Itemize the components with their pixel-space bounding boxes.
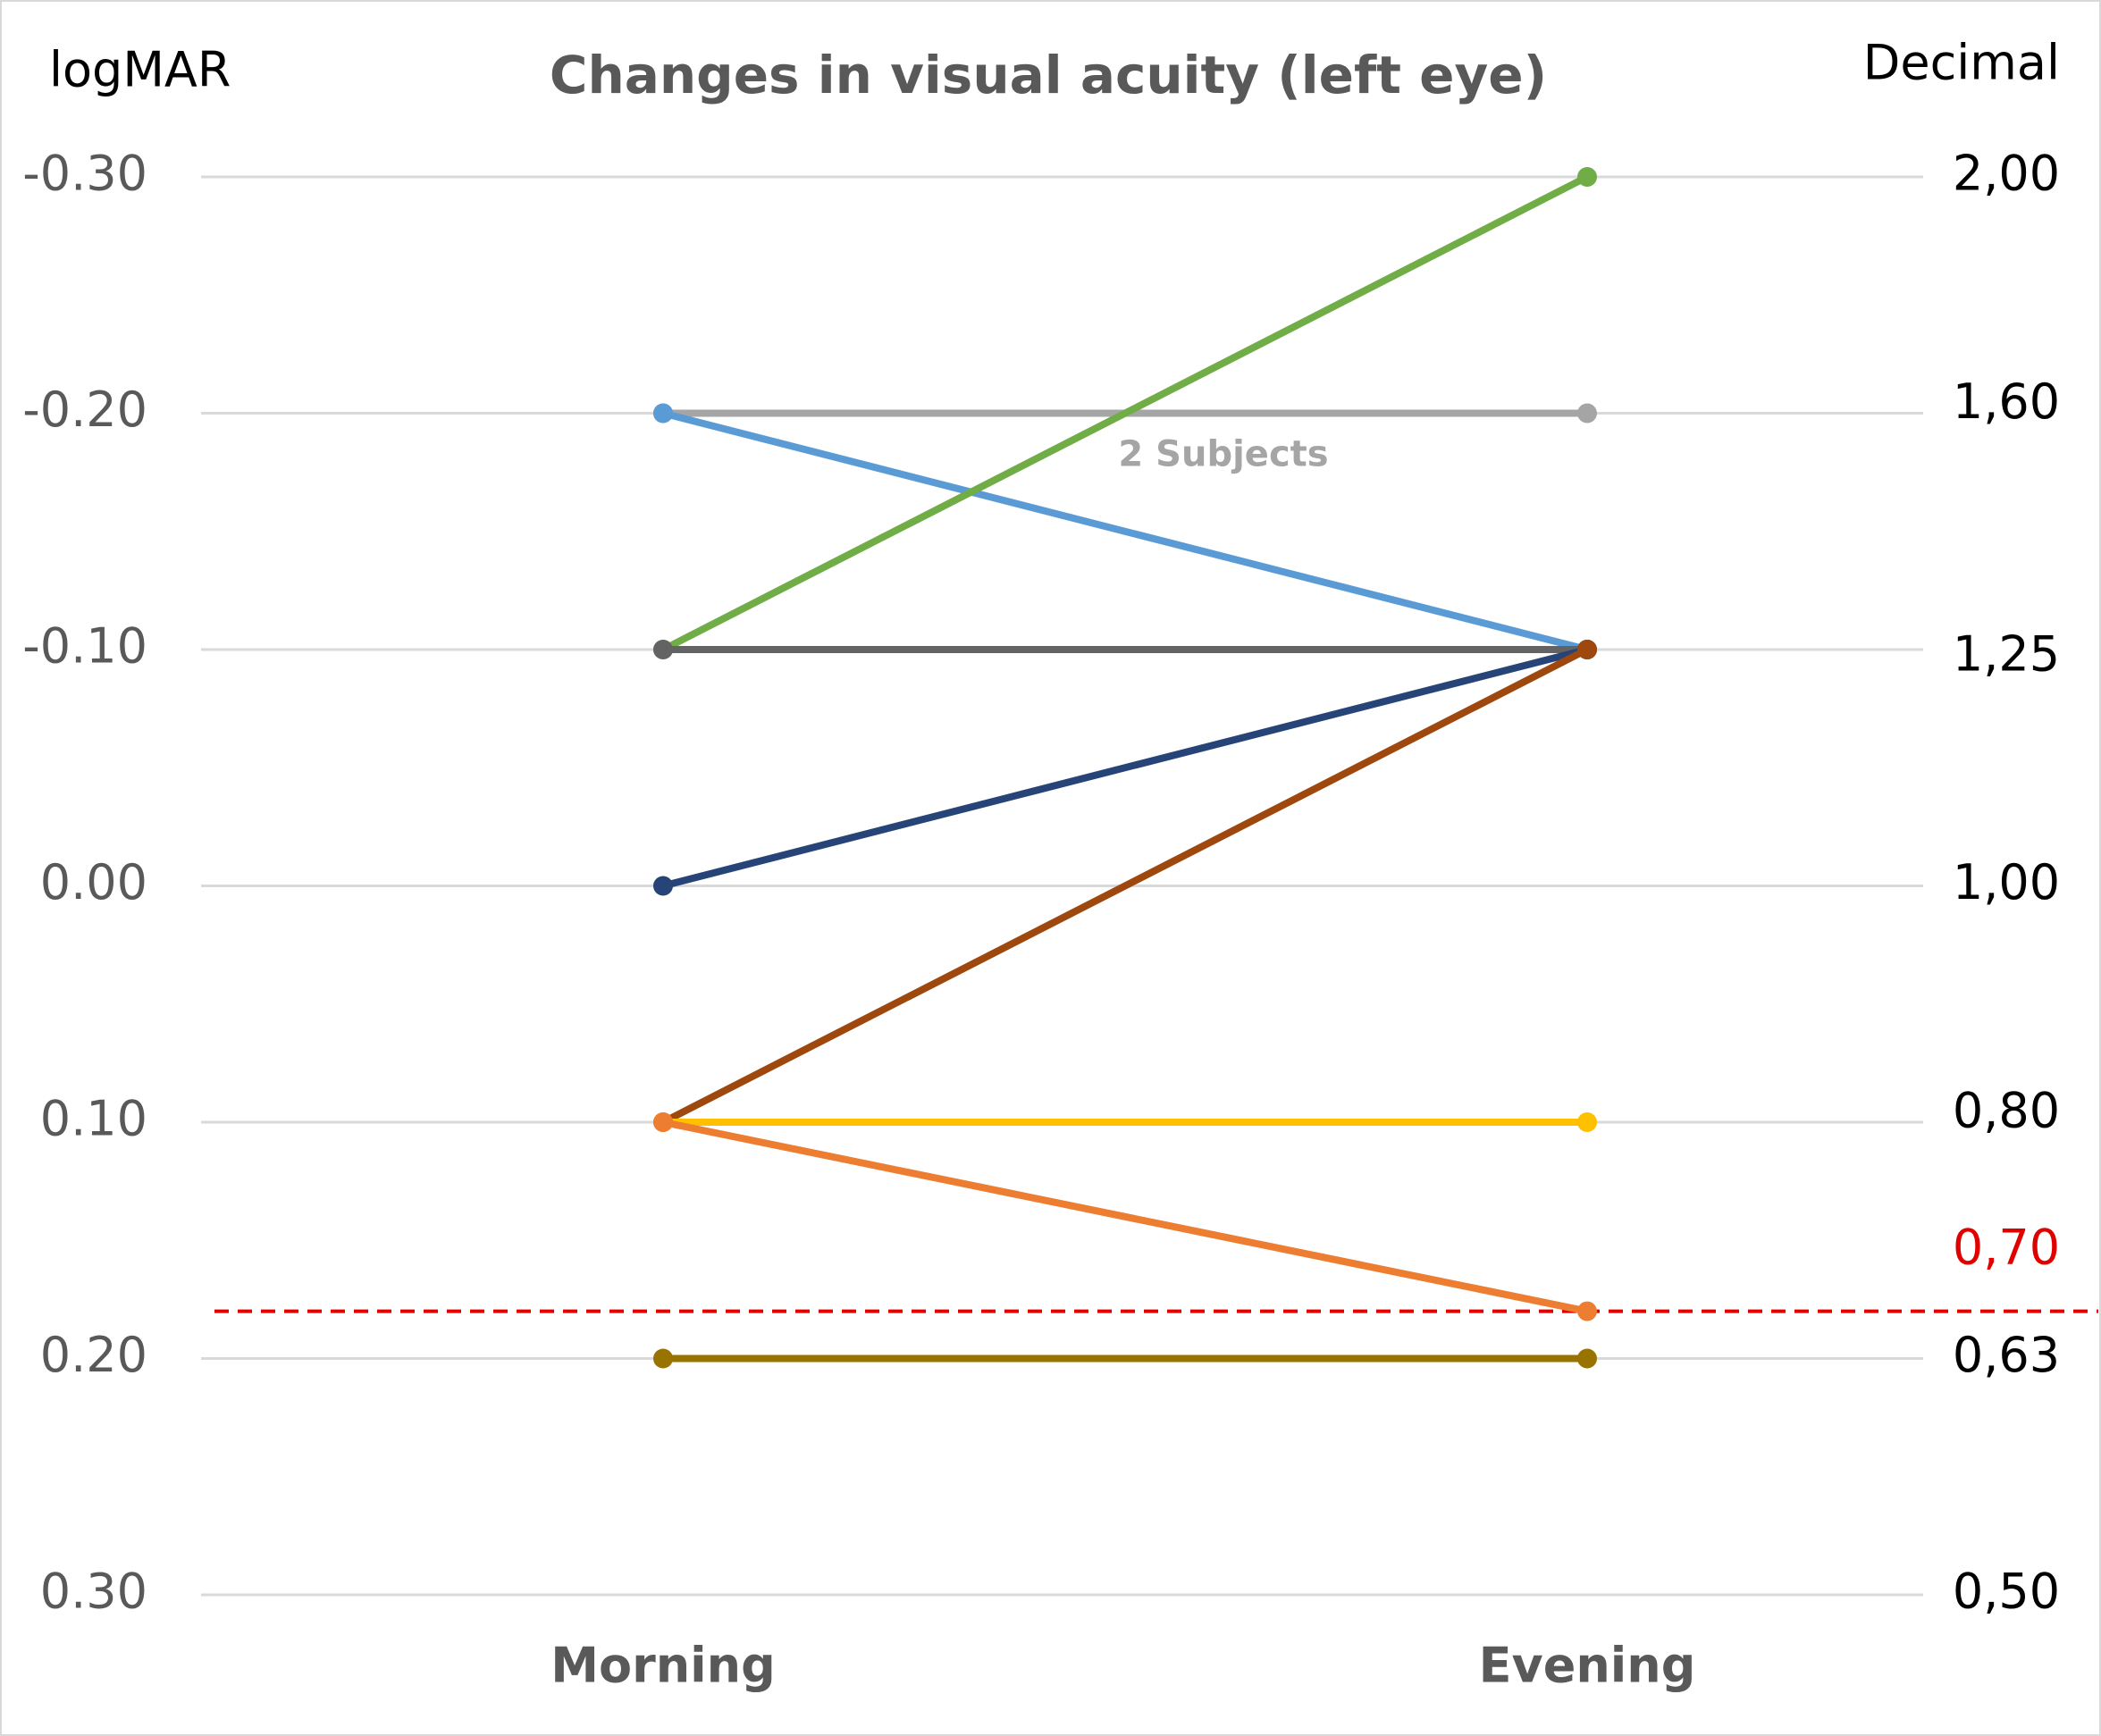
y2-tick-label: 0,63: [1953, 1327, 2060, 1383]
chart-title: Changes in visual acuity (left eye): [550, 45, 1547, 105]
point: [653, 1112, 673, 1132]
point: [1577, 1301, 1597, 1321]
point: [653, 403, 673, 424]
series-line: [660, 409, 1591, 653]
point: [1577, 640, 1597, 659]
point: [1577, 1112, 1597, 1132]
y-tick-label: 0.10: [40, 1091, 147, 1147]
y-tick-label: 0.00: [40, 854, 147, 910]
x-tick-label: Morning: [550, 1638, 776, 1694]
x-tick-label: Evening: [1479, 1638, 1696, 1694]
point: [1577, 403, 1597, 424]
series-line: [660, 646, 1591, 890]
point: [653, 640, 673, 659]
point: [1577, 1348, 1597, 1369]
y2-tick-label: 0,70: [1953, 1219, 2060, 1275]
y-tick-label: -0.10: [22, 618, 147, 675]
y-axis-label: logMAR: [49, 42, 231, 98]
series-line: [660, 173, 1591, 653]
point: [653, 1348, 673, 1369]
y-tick-label: -0.30: [22, 146, 147, 202]
y2-tick-label: 1,00: [1953, 854, 2060, 910]
y2-axis-label: Decimal: [1863, 35, 2060, 91]
point: [1577, 167, 1597, 187]
series-line: [660, 646, 1591, 1126]
y2-tick-label: 2,00: [1953, 146, 2060, 202]
y-tick-label: 0.30: [40, 1564, 147, 1620]
y-tick-label: -0.20: [22, 382, 147, 438]
y2-tick-label: 1,60: [1953, 373, 2060, 430]
point: [653, 876, 673, 896]
y2-tick-label: 1,25: [1953, 626, 2060, 683]
y2-tick-label: 0,80: [1953, 1083, 2060, 1139]
y-tick-label: 0.20: [40, 1327, 147, 1383]
series-line: [660, 1119, 1591, 1315]
annotation: 2 Subjects: [1118, 434, 1328, 475]
y2-tick-label: 0,50: [1953, 1564, 2060, 1620]
